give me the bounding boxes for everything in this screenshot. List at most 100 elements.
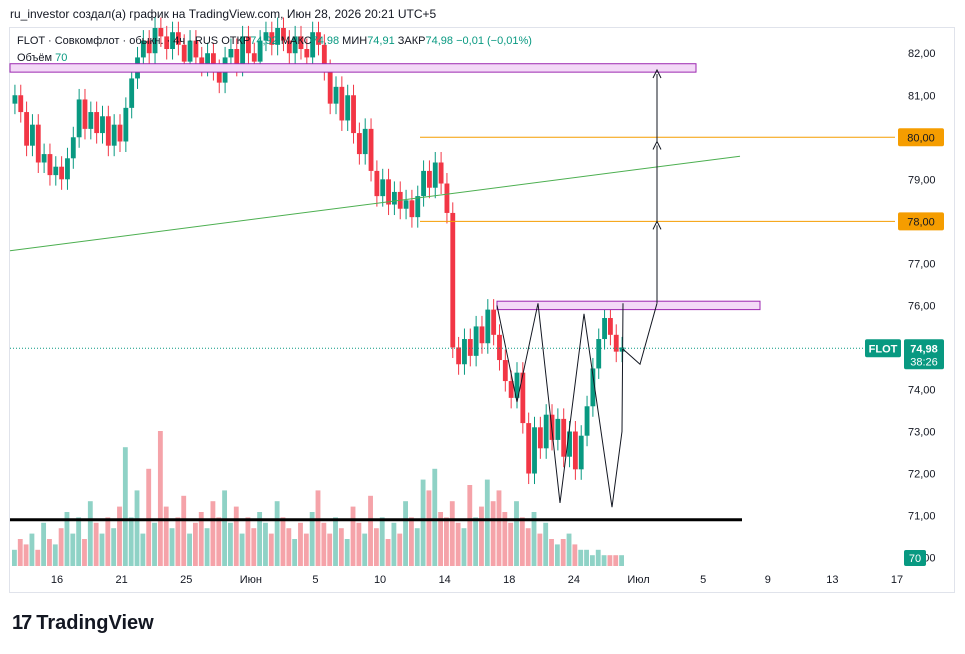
volume-bar xyxy=(298,522,303,566)
candle-body xyxy=(502,360,508,382)
candle-body xyxy=(351,95,356,134)
candle-body xyxy=(491,309,497,335)
volume-bar xyxy=(362,533,368,566)
volume-bar xyxy=(52,544,58,566)
volume-bar xyxy=(47,539,52,566)
volume-bar xyxy=(222,490,228,566)
candle-body xyxy=(117,124,123,142)
volume-label: Объём xyxy=(17,52,53,64)
candle-body xyxy=(532,427,537,474)
volume-bar xyxy=(566,533,572,566)
volume-bar xyxy=(134,490,140,566)
candle-body xyxy=(94,112,100,134)
volume-bar xyxy=(408,517,414,566)
x-tick-label: 5 xyxy=(312,574,318,586)
volume-bar xyxy=(274,501,280,566)
volume-bar xyxy=(467,485,473,566)
candle-body xyxy=(339,86,345,121)
candle-body xyxy=(205,53,210,66)
candle-body xyxy=(584,406,590,436)
volume-value: 70 xyxy=(55,52,68,64)
x-tick-label: 18 xyxy=(503,574,515,586)
symbol-legend[interactable]: FLOT · Совкомфлот · обыкн. · 4ч · RUS ОТ… xyxy=(17,35,532,47)
candle-body xyxy=(590,368,596,407)
volume-bar xyxy=(525,528,531,566)
volume-bar xyxy=(333,517,338,566)
candle-body xyxy=(578,435,584,470)
volume-bar xyxy=(572,544,578,566)
volume-bar xyxy=(35,549,41,566)
candle-body xyxy=(129,78,135,108)
open-label: ОТКР xyxy=(221,35,251,47)
y-tick-label: 74,00 xyxy=(908,384,936,396)
volume-bar xyxy=(426,490,432,566)
x-tick-label: 25 xyxy=(180,574,192,586)
volume-bar xyxy=(589,555,595,566)
x-tick-label: Июн xyxy=(240,574,262,586)
candle-body xyxy=(602,318,607,340)
candle-body xyxy=(18,95,24,113)
volume-badge-label: 70 xyxy=(909,553,921,565)
volume-bar xyxy=(163,506,169,566)
volume-bar xyxy=(560,539,566,566)
candle-body xyxy=(450,212,456,348)
volume-bar xyxy=(111,528,117,566)
y-tick-label: 76,00 xyxy=(908,300,936,312)
volume-bar xyxy=(157,431,163,566)
candle-body xyxy=(409,200,415,218)
volume-bar xyxy=(502,512,508,566)
last-price-label: 74,98 xyxy=(910,343,938,355)
price-level-label: 80,00 xyxy=(907,132,935,144)
candle-body xyxy=(432,162,438,188)
open-value: 74,92 xyxy=(250,35,278,47)
volume-bar xyxy=(17,539,23,566)
candle-body xyxy=(374,170,380,197)
countdown-label: 38:26 xyxy=(910,356,938,368)
y-tick-label: 81,00 xyxy=(908,90,936,102)
close-value: 74,98 xyxy=(425,35,454,47)
candle-body xyxy=(199,57,205,66)
candle-body xyxy=(70,137,76,159)
volume-bar xyxy=(496,490,502,566)
attribution-text: ru_investor создал(а) график на TradingV… xyxy=(10,7,437,21)
volume-bar xyxy=(146,468,152,566)
volume-bar xyxy=(519,517,525,566)
volume-bar xyxy=(479,506,484,566)
volume-bar xyxy=(251,528,257,566)
candle-body xyxy=(164,36,170,50)
x-tick-label: 16 xyxy=(51,574,63,586)
trendline xyxy=(9,155,741,252)
candle-body xyxy=(140,40,146,58)
candle-body xyxy=(427,170,432,188)
tradingview-brand: 17 TradingView xyxy=(12,612,154,635)
volume-bar xyxy=(187,533,192,566)
brand-name: TradingView xyxy=(36,612,154,634)
candle-body xyxy=(246,36,251,54)
chart-frame xyxy=(9,27,955,593)
candle-body xyxy=(269,32,275,45)
candle-body xyxy=(368,128,374,171)
volume-bar xyxy=(438,512,444,566)
volume-legend[interactable]: Объём 70 xyxy=(17,52,67,64)
candle-body xyxy=(555,418,561,440)
candle-body xyxy=(333,86,339,104)
volume-bar xyxy=(619,555,624,566)
close-label: ЗАКР xyxy=(397,35,426,47)
candle-body xyxy=(362,128,368,155)
last-price-badge xyxy=(904,339,944,370)
volume-bar xyxy=(239,533,245,566)
candle-body xyxy=(30,124,35,146)
x-tick-label: 9 xyxy=(765,574,771,586)
volume-bar xyxy=(350,506,356,566)
candle-body xyxy=(170,32,175,50)
candle-body xyxy=(53,166,59,176)
arrow-head-icon xyxy=(652,68,662,79)
candle-body xyxy=(41,154,47,163)
volume-bar xyxy=(368,495,373,566)
candle-body xyxy=(508,381,514,398)
x-tick-label: 5 xyxy=(700,574,706,586)
candle-body xyxy=(263,32,269,41)
candle-body xyxy=(497,334,502,361)
volume-bar xyxy=(432,468,438,566)
